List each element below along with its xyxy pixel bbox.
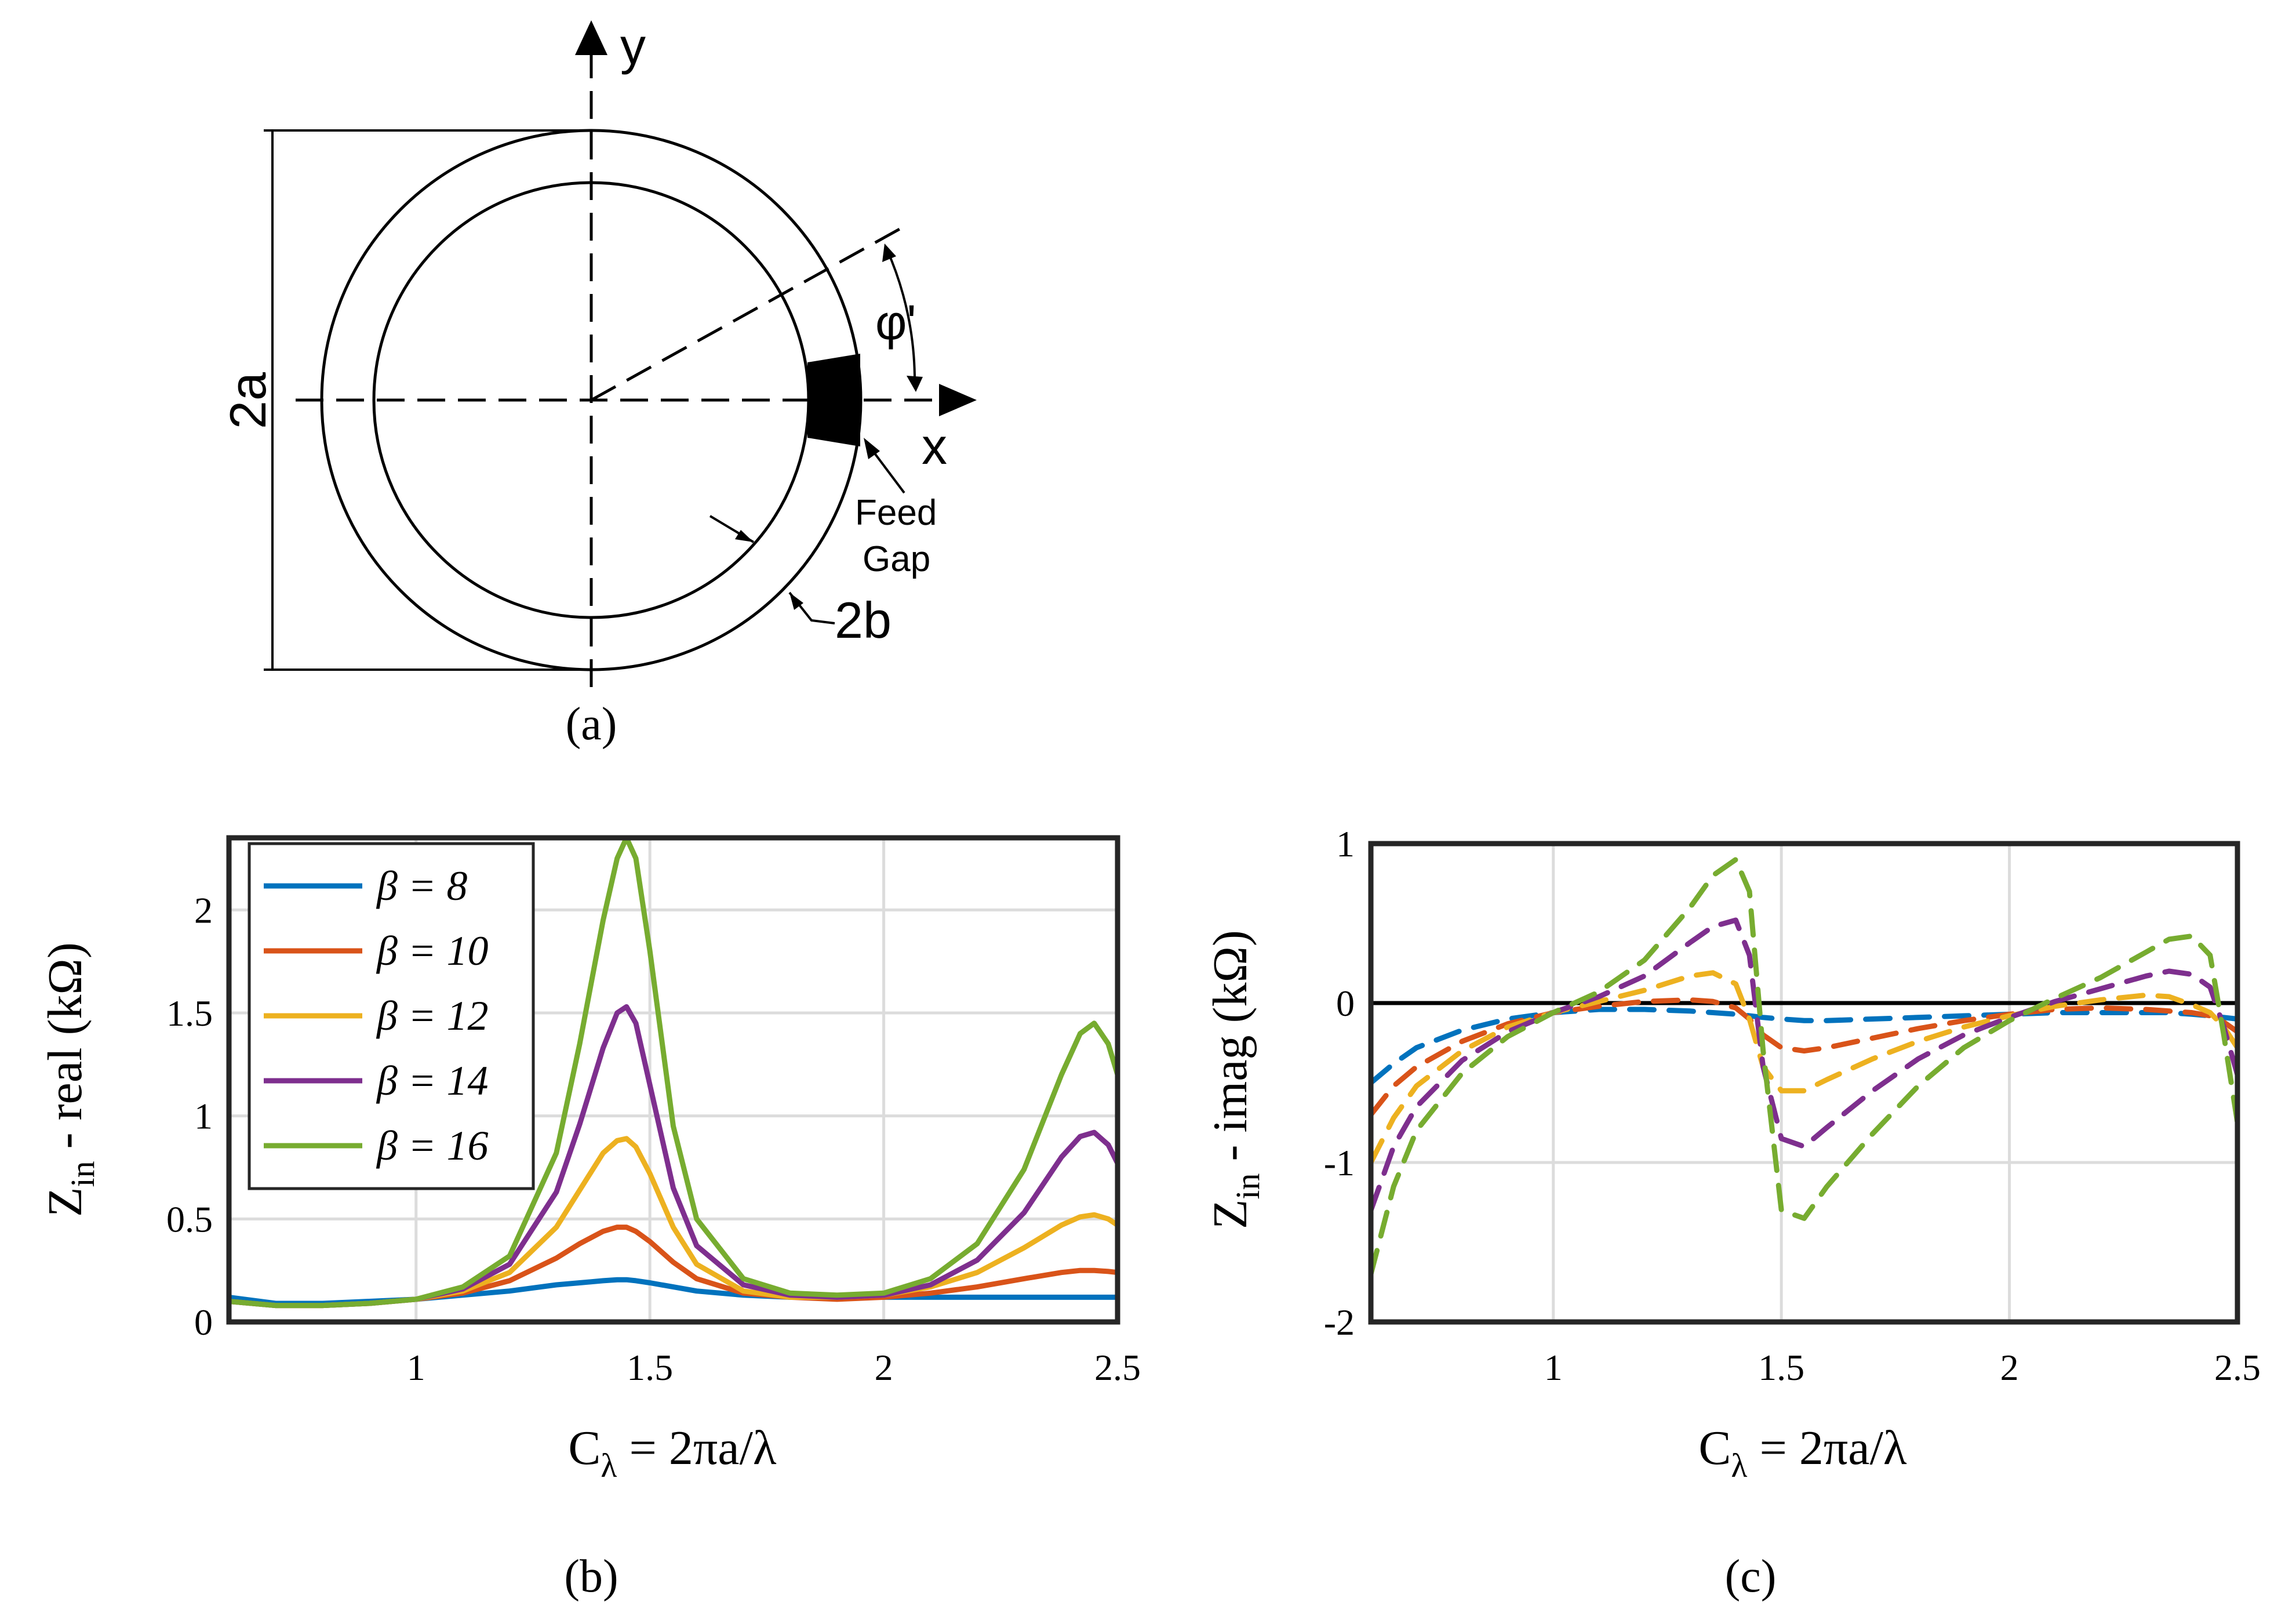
x-tick-label: 2.5 xyxy=(1094,1347,1141,1388)
y-axis-arrow-icon xyxy=(575,20,607,55)
series-line-16 xyxy=(1368,857,2240,1277)
legend-label: β = 10 xyxy=(376,928,488,974)
y-tick-label: 1 xyxy=(194,1096,213,1137)
series-lines xyxy=(1368,857,2240,1277)
legend-label: β = 16 xyxy=(376,1122,488,1169)
y-axis-label: y xyxy=(620,17,646,75)
x-axis-label: x xyxy=(922,417,947,475)
loop-antenna-diagram: y x Feed Gap φ' 2a 2b (a) xyxy=(219,17,977,750)
x-tick-label: 2 xyxy=(875,1347,893,1388)
x-axis-title: Cλ = 2πa/λ xyxy=(1698,1421,1907,1484)
y-tick-label: 0.5 xyxy=(166,1198,213,1240)
x-axis-title-sub: λ xyxy=(1731,1447,1747,1484)
caption-c: (c) xyxy=(1725,1551,1777,1602)
legend-label: β = 12 xyxy=(376,993,488,1039)
angle-ray xyxy=(590,221,911,402)
y-axis-title-main: Z xyxy=(38,1187,92,1217)
chart-real-part: 1 1.5 2 2.5 0 0.5 1 1.5 2 β = 8 β = 10 β = 12 β … xyxy=(38,835,1141,1602)
feed-gap-arrow-icon xyxy=(864,438,880,459)
legend: β = 8 β = 10 β = 12 β = 14 β = 16 xyxy=(248,842,535,1190)
x-axis-title-main: C xyxy=(568,1421,601,1475)
x-axis-title-rest: = 2πa/λ xyxy=(1748,1421,1907,1475)
legend-label: β = 14 xyxy=(376,1058,488,1104)
series-line-16 xyxy=(226,835,1120,1309)
x-tick-label: 2.5 xyxy=(2214,1347,2261,1388)
plot-frame xyxy=(1368,841,2240,1325)
plot-frame xyxy=(226,835,1120,1325)
y-axis-title-sub: in xyxy=(64,1161,101,1187)
wire-outer-arrow-icon xyxy=(789,593,803,610)
x-tick-label: 1 xyxy=(1544,1347,1563,1388)
legend-label: β = 8 xyxy=(376,863,467,909)
angle-arrow-bottom-icon xyxy=(907,376,923,392)
tick-labels: 1 1.5 2 2.5 -2 -1 0 1 xyxy=(1324,823,2261,1388)
angle-arrow-top-icon xyxy=(882,244,896,262)
wire-label: 2b xyxy=(835,591,892,649)
x-tick-label: 1.5 xyxy=(627,1347,673,1388)
y-tick-label: -2 xyxy=(1324,1302,1355,1343)
angle-label: φ' xyxy=(875,295,916,350)
y-tick-label: 1.5 xyxy=(166,993,213,1034)
angle-arc xyxy=(886,249,916,384)
feed-gap-block xyxy=(807,354,860,446)
y-axis-title-main: Z xyxy=(1203,1200,1257,1229)
caption-b: (b) xyxy=(564,1551,618,1602)
y-tick-label: 0 xyxy=(194,1302,213,1343)
x-tick-label: 1.5 xyxy=(1758,1347,1804,1388)
feed-gap-label-line2: Gap xyxy=(863,539,930,579)
y-tick-label: 0 xyxy=(1336,983,1355,1024)
caption-a: (a) xyxy=(566,699,617,750)
y-axis-title-rest: - real (kΩ) xyxy=(38,942,92,1161)
x-axis-title-sub: λ xyxy=(601,1447,617,1484)
series-lines xyxy=(226,835,1120,1309)
y-axis-title-rest: - imag (kΩ) xyxy=(1203,930,1257,1173)
y-tick-label: 2 xyxy=(194,889,213,931)
x-axis-title-main: C xyxy=(1698,1421,1731,1475)
series-line-10 xyxy=(1368,997,2240,1117)
grid-lines xyxy=(1371,844,2237,1322)
x-tick-label: 1 xyxy=(407,1347,425,1388)
series-line-8 xyxy=(1368,1007,2240,1085)
tick-labels: 1 1.5 2 2.5 0 0.5 1 1.5 2 xyxy=(166,889,1141,1388)
y-axis-title: Zin - imag (kΩ) xyxy=(1203,930,1267,1229)
diameter-label: 2a xyxy=(219,372,276,429)
chart-imag-part: 1 1.5 2 2.5 -2 -1 0 1 Cλ = 2πa/λ Zin - imag (kΩ… xyxy=(1203,823,2261,1602)
y-axis-title-sub: in xyxy=(1229,1173,1267,1199)
x-axis-title-rest: = 2πa/λ xyxy=(617,1421,777,1475)
x-axis-arrow-icon xyxy=(939,384,977,416)
x-tick-label: 2 xyxy=(2000,1347,2019,1388)
y-tick-label: 1 xyxy=(1336,823,1355,864)
y-axis-title: Zin - real (kΩ) xyxy=(38,942,101,1217)
y-tick-label: -1 xyxy=(1324,1142,1355,1183)
series-line-14 xyxy=(1368,917,2240,1213)
x-axis-title: Cλ = 2πa/λ xyxy=(568,1421,777,1484)
feed-gap-label-line1: Feed xyxy=(855,493,937,533)
wire-inner-arrow-icon xyxy=(735,530,754,542)
